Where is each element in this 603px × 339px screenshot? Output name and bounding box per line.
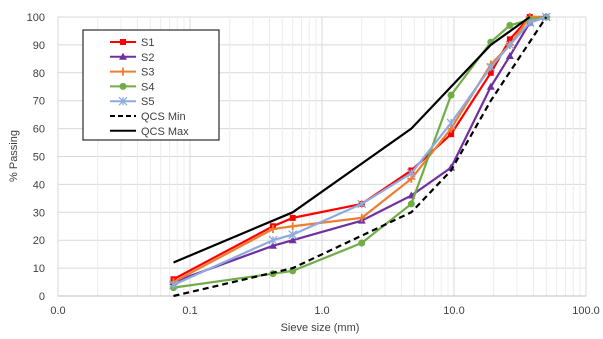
legend-label: S1 — [141, 37, 154, 49]
legend-label: S5 — [141, 96, 154, 108]
series-line — [172, 15, 547, 284]
data-point — [505, 40, 515, 50]
data-point — [486, 62, 496, 72]
data-point — [268, 235, 278, 245]
data-point — [447, 91, 455, 99]
legend-item: S2 — [110, 52, 154, 64]
legend-item: S3 — [110, 67, 154, 79]
data-point — [119, 67, 127, 76]
data-point — [506, 21, 514, 29]
legend: S1 S2 S3 S4 S5 QCS Min QCS Max — [82, 29, 220, 141]
data-point — [406, 168, 416, 178]
legend-label: S2 — [141, 52, 154, 64]
data-point — [169, 280, 178, 290]
legend-label: S3 — [141, 67, 154, 79]
y-axis-label: % Passing — [8, 130, 20, 182]
data-point — [119, 52, 127, 60]
legend-label: QCS Max — [141, 126, 189, 138]
data-point — [357, 213, 366, 222]
series-line — [173, 15, 547, 284]
data-point — [448, 131, 455, 138]
data-point — [288, 222, 297, 231]
data-point — [407, 200, 415, 208]
y-tick-label: 30 — [33, 207, 45, 219]
data-point — [119, 82, 127, 90]
data-point — [506, 36, 513, 43]
y-tick-label: 80 — [33, 68, 45, 80]
legend-item: S4 — [110, 81, 154, 93]
series-line — [173, 15, 547, 286]
y-tick-label: 10 — [33, 263, 45, 275]
data-point — [446, 118, 456, 128]
data-point — [288, 230, 298, 240]
data-point — [486, 82, 495, 90]
data-point — [487, 69, 494, 76]
x-tick-labels: 0.0 0.1 1.0 10.0 100.0 — [50, 305, 599, 317]
y-tick-label: 50 — [33, 152, 45, 164]
data-point — [268, 225, 277, 234]
series-line — [173, 16, 548, 298]
y-tick-label: 60 — [33, 124, 45, 136]
legend-label: S4 — [141, 81, 154, 93]
legend-item: QCS Max — [110, 126, 189, 138]
data-point — [505, 52, 514, 60]
data-point — [289, 214, 296, 221]
x-tick-label: 0.0 — [50, 305, 65, 317]
legend-item: S1 — [110, 37, 154, 49]
y-tick-label: 90 — [33, 40, 45, 52]
y-tick-labels: 0 10 20 30 40 50 60 70 80 90 100 — [27, 12, 45, 303]
series-layer — [169, 12, 551, 298]
data-point — [268, 241, 277, 249]
legend-item: QCS Min — [110, 111, 186, 123]
series-line — [173, 16, 531, 264]
y-tick-label: 70 — [33, 96, 45, 108]
data-point — [120, 39, 126, 45]
y-tick-label: 100 — [27, 12, 45, 24]
data-point — [288, 236, 297, 244]
x-tick-label: 0.1 — [182, 305, 197, 317]
y-tick-label: 40 — [33, 179, 45, 191]
series-qcs-max — [173, 16, 531, 264]
data-point — [357, 199, 367, 209]
legend-label: QCS Min — [141, 111, 186, 123]
series-s5 — [169, 12, 551, 290]
x-tick-label: 100.0 — [572, 305, 600, 317]
y-tick-label: 0 — [39, 291, 45, 303]
data-point — [118, 96, 128, 106]
x-tick-label: 10.0 — [443, 305, 464, 317]
y-tick-label: 20 — [33, 235, 45, 247]
x-axis-label: Sieve size (mm) — [281, 322, 360, 334]
x-tick-label: 1.0 — [314, 305, 329, 317]
series-s4 — [170, 13, 550, 292]
data-point — [358, 239, 366, 247]
legend-box — [82, 29, 220, 141]
legend-item: S5 — [110, 96, 154, 108]
series-qcs-min — [173, 16, 548, 298]
